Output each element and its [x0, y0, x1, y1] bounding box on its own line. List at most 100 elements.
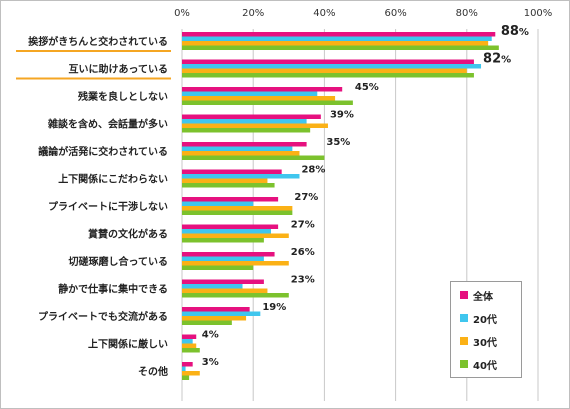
data-label: 4%	[202, 330, 219, 341]
bar	[182, 375, 190, 380]
x-tick-label: 100%	[524, 8, 553, 19]
data-label: 3%	[202, 357, 219, 368]
x-tick-label: 40%	[313, 8, 335, 19]
x-tick-label: 20%	[242, 8, 264, 19]
category-label: 議論が活発に交わされている	[38, 145, 168, 158]
legend-swatch-overall	[460, 291, 468, 299]
bar	[182, 142, 307, 147]
data-labels: 88% 82% 45% 39% 35% 28% 27% 27% 26% 23% 19% 4% 3%	[202, 24, 529, 368]
bar	[182, 261, 289, 266]
x-tick-label: 0%	[174, 8, 190, 19]
bar	[182, 265, 254, 270]
data-label: 27%	[294, 192, 318, 203]
bar	[182, 343, 197, 348]
bar	[182, 334, 197, 339]
x-tick-label: 60%	[384, 8, 406, 19]
bar	[182, 96, 336, 101]
bar	[182, 114, 321, 119]
bar	[182, 252, 275, 257]
legend-label-30s: 30代	[473, 337, 497, 349]
bar	[182, 284, 243, 289]
bar	[182, 320, 232, 325]
legend-item: 30代	[460, 334, 497, 349]
category-label: 上下関係に厳しい	[88, 338, 168, 351]
bar	[182, 32, 496, 37]
bar	[182, 339, 193, 344]
category-label: 雑談を含め、会話量が多い	[47, 118, 168, 131]
legend-item: 全体	[460, 288, 493, 303]
bar	[182, 256, 264, 261]
bar	[182, 73, 474, 78]
legend: 全体 20代 30代 40代	[450, 281, 522, 378]
bar	[182, 91, 318, 96]
data-label: 28%	[301, 165, 325, 176]
bar	[182, 229, 271, 234]
bar	[182, 64, 482, 69]
data-label: 82%	[483, 52, 511, 67]
bar	[182, 201, 254, 206]
category-label: 賞賛の文化がある	[88, 228, 168, 241]
legend-swatch-30s	[460, 337, 468, 345]
bar	[182, 293, 289, 298]
data-label: 45%	[355, 82, 379, 93]
x-axis-ticks: 0% 20% 40% 60% 80% 100%	[174, 8, 552, 19]
bar	[182, 59, 474, 64]
bar	[182, 41, 489, 46]
bar	[182, 279, 264, 284]
category-label: 残業を良しとしない	[78, 90, 168, 103]
category-labels: 挨拶がきちんと交わされている互いに助けあっている残業を良しとしない雑談を含め、会…	[16, 35, 171, 378]
bar	[182, 100, 353, 105]
bar	[182, 169, 282, 174]
legend-label-overall: 全体	[473, 291, 493, 303]
legend-item: 20代	[460, 311, 497, 326]
bar	[182, 155, 325, 160]
bar	[182, 151, 300, 156]
bar	[182, 119, 307, 124]
category-label: 静かで仕事に集中できる	[58, 283, 168, 296]
bars	[182, 32, 499, 380]
bar	[182, 123, 328, 128]
category-label: プライベートでも交流がある	[38, 310, 168, 323]
bar	[182, 178, 268, 183]
bar	[182, 233, 289, 238]
legend-label-20s: 20代	[473, 314, 497, 326]
bar	[182, 87, 343, 92]
bar	[182, 362, 193, 367]
data-label: 35%	[326, 137, 350, 148]
data-label: 26%	[291, 247, 315, 258]
bar	[182, 174, 300, 179]
bar	[182, 146, 293, 151]
bar	[182, 316, 247, 321]
category-label: 互いに助けあっている	[69, 63, 169, 76]
bar	[182, 68, 467, 73]
bar	[182, 36, 492, 41]
data-label: 27%	[291, 220, 315, 231]
bar	[182, 128, 311, 133]
bar	[182, 45, 499, 50]
bar	[182, 238, 264, 243]
bar	[182, 224, 279, 229]
bar	[182, 288, 268, 293]
bar	[182, 197, 279, 202]
bar	[182, 210, 293, 215]
data-label: 88%	[501, 24, 529, 39]
legend-swatch-40s	[460, 360, 468, 368]
category-label: プライベートに干渉しない	[48, 200, 168, 213]
x-tick-label: 80%	[456, 8, 478, 19]
bar	[182, 206, 293, 211]
data-label: 23%	[291, 275, 315, 286]
legend-item: 40代	[460, 357, 497, 372]
bar	[182, 183, 275, 188]
data-label: 39%	[330, 110, 354, 121]
category-label: 挨拶がきちんと交わされている	[28, 35, 168, 48]
bar	[182, 348, 200, 353]
legend-label-40s: 40代	[473, 360, 497, 372]
category-label: 切磋琢磨し合っている	[69, 255, 169, 268]
bar	[182, 371, 200, 376]
data-label: 19%	[262, 302, 286, 313]
category-label: 上下関係にこだわらない	[58, 173, 168, 186]
category-label: その他	[138, 365, 168, 378]
bar	[182, 366, 186, 371]
